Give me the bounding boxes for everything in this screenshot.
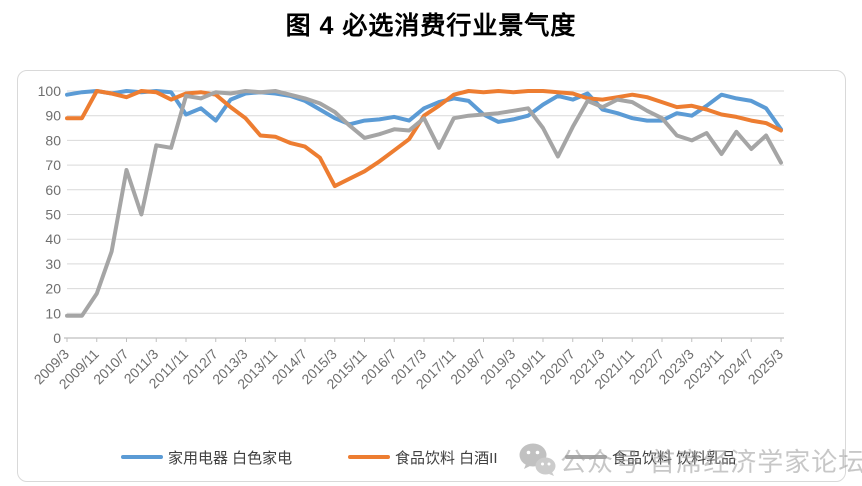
y-tick-label: 0 (53, 330, 61, 346)
chart-container: 0 10 20 30 40 50 60 70 80 90 100 2009/3 2009/11 2010/… (17, 70, 862, 482)
y-tick-label: 60 (45, 182, 61, 198)
legend-item-white-goods: 家用电器 白色家电 (121, 447, 292, 467)
legend-line-gray (565, 455, 607, 459)
legend-line-blue (121, 455, 163, 459)
series-line-1 (65, 89, 783, 189)
legend-label: 食品饮料 白酒II (395, 449, 498, 467)
y-tick-label: 30 (45, 256, 61, 272)
y-tick-label: 100 (38, 83, 62, 99)
chart-title: 图 4 必选消费行业景气度 (285, 12, 577, 40)
y-tick-label: 80 (45, 132, 61, 148)
y-tick-label: 90 (45, 108, 61, 124)
y-tick-label: 50 (45, 207, 61, 223)
legend-label: 家用电器 白色家电 (168, 449, 293, 467)
axes (64, 337, 784, 342)
legend-item-beverage-dairy: 食品饮料 饮料乳品 (565, 447, 736, 467)
y-tick-label: 10 (45, 305, 61, 321)
series-line-2 (65, 89, 783, 318)
legend-item-baijiu: 食品饮料 白酒II (348, 447, 498, 467)
y-tick-label: 20 (45, 281, 61, 297)
y-tick-label: 70 (45, 157, 61, 173)
legend-line-orange (348, 455, 390, 459)
y-tick-label: 40 (45, 231, 61, 247)
legend-label: 食品饮料 饮料乳品 (612, 449, 737, 467)
line-chart-plot: 01020304050607080901002009/32009/112010/… (31, 83, 787, 392)
